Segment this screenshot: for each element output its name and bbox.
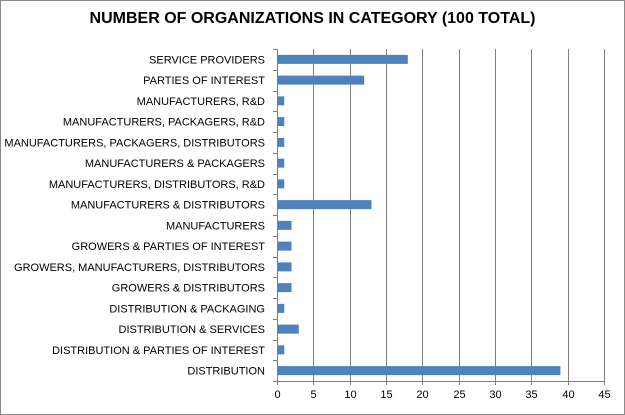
x-tick-label: 5 — [310, 389, 316, 401]
x-tick-label: 0 — [274, 389, 280, 401]
bar — [278, 241, 292, 251]
bar — [278, 220, 292, 230]
x-tick-label: 45 — [598, 389, 610, 401]
category-label: GROWERS, MANUFACTURERS, DISTRIBUTORS — [14, 262, 265, 274]
x-tick-label: 15 — [380, 389, 392, 401]
category-label: MANUFACTURERS — [166, 220, 265, 232]
x-tick-label: 35 — [525, 389, 537, 401]
chart-title: NUMBER OF ORGANIZATIONS IN CATEGORY (100… — [89, 10, 536, 27]
bars — [278, 54, 561, 376]
x-tick-label: 20 — [416, 389, 428, 401]
bar — [278, 324, 299, 334]
tick-labels: 0 5 10 15 20 25 30 35 40 45 — [274, 389, 610, 401]
category-label: GROWERS & DISTRIBUTORS — [112, 283, 265, 295]
x-tick-label: 25 — [453, 389, 465, 401]
category-label: MANUFACTURERS, PACKAGERS, DISTRIBUTORS — [4, 137, 265, 149]
bar — [278, 54, 408, 64]
category-labels: SERVICE PROVIDERS PARTIES OF INTEREST MANU… — [4, 54, 265, 377]
category-label: DISTRIBUTION & SERVICES — [119, 324, 266, 336]
x-tick-label: 30 — [489, 389, 501, 401]
category-label: GROWERS & PARTIES OF INTEREST — [72, 241, 266, 253]
bar — [278, 200, 372, 210]
bar — [278, 75, 365, 85]
grid-lines — [313, 49, 605, 381]
category-label: MANUFACTURERS, R&D — [137, 96, 265, 108]
category-label: DISTRIBUTION — [187, 366, 265, 378]
bar — [278, 137, 285, 147]
bar — [278, 262, 292, 272]
bar — [278, 158, 285, 168]
category-label: DISTRIBUTION & PARTIES OF INTEREST — [52, 345, 265, 357]
category-label: MANUFACTURERS & PACKAGERS — [85, 158, 265, 170]
axes — [273, 49, 605, 385]
bar — [278, 117, 285, 127]
bar — [278, 345, 285, 355]
category-label: SERVICE PROVIDERS — [149, 54, 265, 66]
category-label: MANUFACTURERS & DISTRIBUTORS — [71, 200, 265, 212]
bar — [278, 179, 285, 189]
x-tick-label: 40 — [562, 389, 574, 401]
bar — [278, 303, 285, 313]
bar — [278, 366, 561, 376]
bar — [278, 96, 285, 106]
x-tick-label: 10 — [344, 389, 356, 401]
category-label: MANUFACTURERS, PACKAGERS, R&D — [63, 117, 265, 129]
bar — [278, 283, 292, 293]
category-label: DISTRIBUTION & PACKAGING — [109, 303, 265, 315]
category-label: MANUFACTURERS, DISTRIBUTORS, R&D — [49, 179, 265, 191]
category-label: PARTIES OF INTEREST — [143, 75, 265, 87]
